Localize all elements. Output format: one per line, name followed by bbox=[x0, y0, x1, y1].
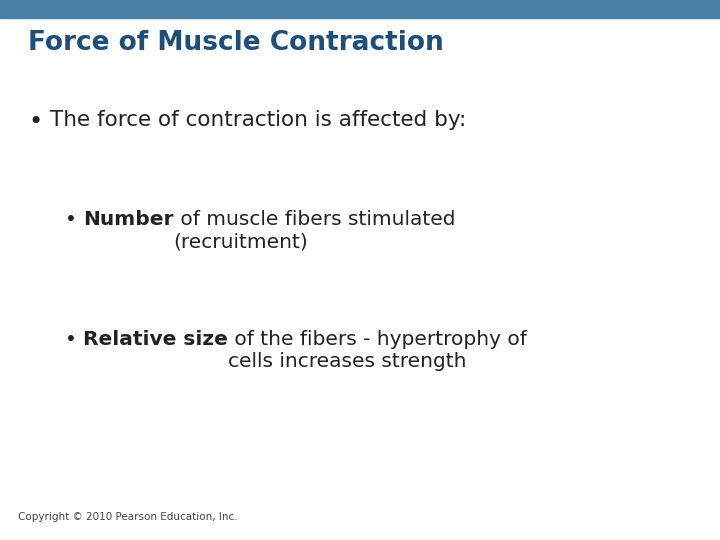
Text: The force of contraction is affected by:: The force of contraction is affected by: bbox=[50, 110, 467, 130]
Bar bbox=[0, 0, 720, 18]
Text: Copyright © 2010 Pearson Education, Inc.: Copyright © 2010 Pearson Education, Inc. bbox=[18, 512, 238, 522]
Text: Number: Number bbox=[83, 210, 174, 229]
Text: of the fibers - hypertrophy of
cells increases strength: of the fibers - hypertrophy of cells inc… bbox=[228, 330, 527, 371]
Text: •: • bbox=[65, 330, 77, 349]
Text: •: • bbox=[28, 110, 42, 134]
Text: Force of Muscle Contraction: Force of Muscle Contraction bbox=[28, 30, 444, 56]
Text: Relative size: Relative size bbox=[83, 330, 228, 349]
Text: of muscle fibers stimulated
(recruitment): of muscle fibers stimulated (recruitment… bbox=[174, 210, 455, 251]
Text: •: • bbox=[65, 210, 77, 229]
